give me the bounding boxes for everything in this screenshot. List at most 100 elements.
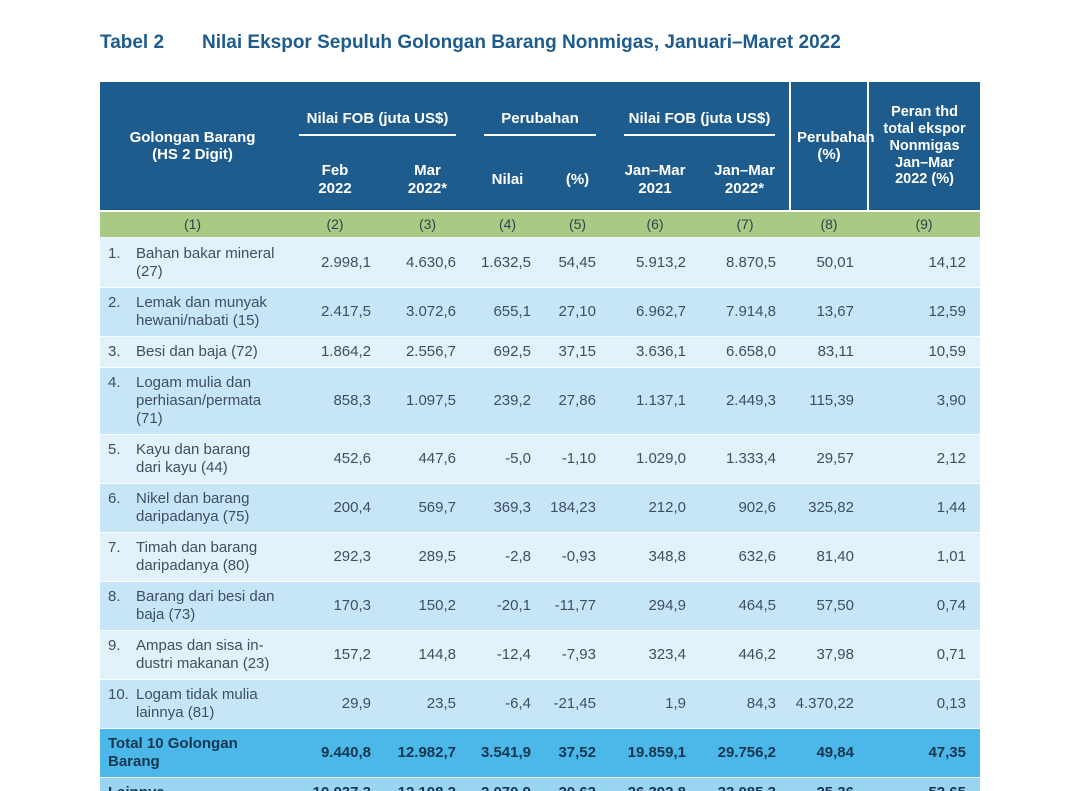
value-cell: 33.085,3 [700, 777, 790, 791]
summary-label: Total 10 Golongan Barang [100, 728, 285, 778]
table-number-label: Tabel 2 [100, 32, 165, 53]
value-cell: 2.998,1 [285, 237, 385, 288]
total-10-golongan-row: Total 10 Golongan Barang 9.440,8 12.982,… [100, 728, 980, 778]
table-header: Golongan Barang (HS 2 Digit) Nilai FOB (… [100, 82, 980, 212]
commodity-name: Nikel dan barang daripadanya (75) [136, 490, 250, 526]
row-number: 7. [108, 539, 121, 557]
value-cell: 3,90 [868, 367, 980, 435]
value-cell: 81,40 [790, 532, 868, 582]
colnum-4: (4) [470, 210, 545, 240]
value-cell: 348,8 [610, 532, 700, 582]
value-cell: 29.756,2 [700, 728, 790, 778]
value-cell: 1,01 [868, 532, 980, 582]
value-cell: -21,45 [545, 679, 610, 729]
value-cell: 37,98 [790, 630, 868, 680]
commodity-cell: 4. Logam mulia dan perhiasan/permata (71) [100, 367, 285, 435]
value-cell: -11,77 [545, 581, 610, 631]
value-cell: 289,5 [385, 532, 470, 582]
value-cell: 3.636,1 [610, 336, 700, 368]
header-group-fob-2-label: Nilai FOB (juta US$) [624, 100, 775, 137]
value-cell: 292,3 [285, 532, 385, 582]
value-cell: 144,8 [385, 630, 470, 680]
value-cell: 5.913,2 [610, 237, 700, 288]
header-feb-2022: Feb 2022 [285, 154, 385, 212]
value-cell: 157,2 [285, 630, 385, 680]
value-cell: 1.632,5 [470, 237, 545, 288]
row-number: 2. [108, 294, 121, 312]
header-group-fob-2: Nilai FOB (juta US$) [610, 82, 790, 155]
header-group-perubahan: Perubahan [470, 82, 610, 155]
value-cell: -6,4 [470, 679, 545, 729]
value-cell: 57,50 [790, 581, 868, 631]
value-cell: 8.870,5 [700, 237, 790, 288]
value-cell: 14,12 [868, 237, 980, 288]
lainnya-row: Lainnya 10.037,3 12.108,2 2.070,9 20,63 … [100, 777, 980, 791]
value-cell: 9.440,8 [285, 728, 385, 778]
value-cell: 212,0 [610, 483, 700, 533]
table-row: 8. Barang dari besi dan baja (73) 170,3 1… [100, 581, 980, 631]
value-cell: 1,9 [610, 679, 700, 729]
value-cell: 84,3 [700, 679, 790, 729]
value-cell: 1.097,5 [385, 367, 470, 435]
value-cell: 902,6 [700, 483, 790, 533]
row-number: 6. [108, 490, 121, 508]
value-cell: 447,6 [385, 434, 470, 484]
value-cell: 369,3 [470, 483, 545, 533]
commodity-name: Besi dan baja (72) [136, 343, 258, 361]
value-cell: 4.630,6 [385, 237, 470, 288]
value-cell: 29,57 [790, 434, 868, 484]
header-perubahan-pct: Perubahan (%) [789, 82, 875, 212]
value-cell: 25,36 [790, 777, 868, 791]
table-row: 5. Kayu dan barang dari kayu (44) 452,6 4… [100, 434, 980, 484]
commodity-cell: 1. Bahan bakar mineral (27) [100, 237, 285, 288]
value-cell: 294,9 [610, 581, 700, 631]
value-cell: 4.370,22 [790, 679, 868, 729]
value-cell: 2.417,5 [285, 287, 385, 337]
export-table: Golongan Barang (HS 2 Digit) Nilai FOB (… [100, 82, 980, 791]
colnum-8: (8) [790, 210, 868, 240]
value-cell: -20,1 [470, 581, 545, 631]
value-cell: 27,10 [545, 287, 610, 337]
value-cell: 452,6 [285, 434, 385, 484]
table-row: 2. Lemak dan munyak hewani/nabati (15) 2.… [100, 287, 980, 337]
colnum-3: (3) [385, 210, 470, 240]
value-cell: 19.859,1 [610, 728, 700, 778]
value-cell: -5,0 [470, 434, 545, 484]
value-cell: -2,8 [470, 532, 545, 582]
value-cell: 54,45 [545, 237, 610, 288]
summary-label: Lainnya [100, 777, 285, 791]
value-cell: 3.072,6 [385, 287, 470, 337]
row-number: 10. [108, 686, 129, 704]
row-number: 4. [108, 374, 121, 392]
value-cell: 1.864,2 [285, 336, 385, 368]
value-cell: 6.962,7 [610, 287, 700, 337]
value-cell: 692,5 [470, 336, 545, 368]
value-cell: 29,9 [285, 679, 385, 729]
value-cell: 0,71 [868, 630, 980, 680]
value-cell: 184,23 [545, 483, 610, 533]
commodity-cell: 5. Kayu dan barang dari kayu (44) [100, 434, 285, 484]
table-row: 6. Nikel dan barang daripadanya (75) 200,… [100, 483, 980, 533]
header-group-perubahan-label: Perubahan [484, 100, 596, 137]
value-cell: 323,4 [610, 630, 700, 680]
value-cell: 52,65 [868, 777, 980, 791]
value-cell: 2,12 [868, 434, 980, 484]
header-pct: (%) [545, 154, 610, 212]
value-cell: 1,44 [868, 483, 980, 533]
value-cell: 37,15 [545, 336, 610, 368]
value-cell: -12,4 [470, 630, 545, 680]
value-cell: 10.037,3 [285, 777, 385, 791]
value-cell: 20,63 [545, 777, 610, 791]
value-cell: -0,93 [545, 532, 610, 582]
row-number: 1. [108, 245, 121, 263]
value-cell: 26.392,8 [610, 777, 700, 791]
commodity-name: Ampas dan sisa in-dustri makanan (23) [136, 637, 270, 673]
value-cell: 12.108,2 [385, 777, 470, 791]
header-group-fob-1-label: Nilai FOB (juta US$) [299, 100, 456, 137]
value-cell: 325,82 [790, 483, 868, 533]
value-cell: 12,59 [868, 287, 980, 337]
value-cell: 12.982,7 [385, 728, 470, 778]
value-cell: 6.658,0 [700, 336, 790, 368]
value-cell: 0,74 [868, 581, 980, 631]
